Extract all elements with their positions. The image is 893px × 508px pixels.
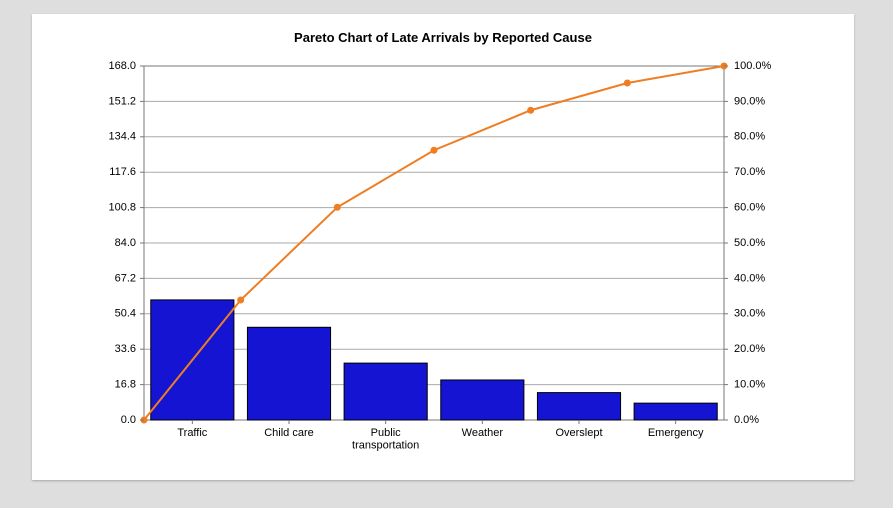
y-left-tick-label: 100.8 xyxy=(108,202,136,214)
bars xyxy=(151,300,717,420)
x-tick-label: Overslept xyxy=(555,427,602,439)
y-right-tick-label: 60.0% xyxy=(734,202,765,214)
y-right-tick-label: 10.0% xyxy=(734,379,765,391)
bar xyxy=(247,327,330,420)
y-left-tick-label: 0.0 xyxy=(121,414,136,426)
y-left-tick-label: 117.6 xyxy=(109,166,136,178)
x-tick-label: Weather xyxy=(462,427,504,439)
chart-sheet: Pareto Chart of Late Arrivals by Reporte… xyxy=(32,14,854,480)
y-left-tick-label: 67.2 xyxy=(115,272,136,284)
y-right-tick-label: 30.0% xyxy=(734,308,765,320)
y-right-tick-label: 0.0% xyxy=(734,414,759,426)
y-right-tick-label: 70.0% xyxy=(734,166,765,178)
x-tick-label: Traffic xyxy=(177,427,207,439)
y-right-tick-label: 40.0% xyxy=(734,272,765,284)
y-left-tick-label: 134.4 xyxy=(108,131,136,143)
pareto-chart: 0.0 16.8 33.6 50.4 67.2 84.0 100.8 117.6 134.4 15… xyxy=(32,14,854,480)
x-tick-label: Emergency xyxy=(648,427,704,439)
y-right-tick-label: 90.0% xyxy=(734,95,765,107)
line-marker xyxy=(527,107,534,114)
chart-title: Pareto Chart of Late Arrivals by Reporte… xyxy=(32,30,854,45)
y-left-tick-label: 168.0 xyxy=(108,60,136,72)
line-marker xyxy=(334,204,341,211)
y-left-tick-label: 50.4 xyxy=(115,308,136,320)
y-right-tick-label: 80.0% xyxy=(734,131,765,143)
line-marker xyxy=(624,79,631,86)
y-left-tick-label: 16.8 xyxy=(115,379,136,391)
y-left-tick-label: 33.6 xyxy=(115,343,136,355)
y-right-tick-label: 50.0% xyxy=(734,237,765,249)
y-right-tick-label: 20.0% xyxy=(734,343,765,355)
bar xyxy=(441,380,524,420)
x-tick-label: Publictransportation xyxy=(352,427,419,452)
bar xyxy=(344,363,427,420)
line-marker xyxy=(431,147,438,154)
line-marker xyxy=(237,296,244,303)
bar xyxy=(537,393,620,420)
bar xyxy=(634,403,717,420)
y-left-tick-label: 151.2 xyxy=(108,95,136,107)
x-tick-label: Child care xyxy=(264,427,314,439)
y-left-tick-label: 84.0 xyxy=(115,237,136,249)
y-right-tick-label: 100.0% xyxy=(734,60,772,72)
